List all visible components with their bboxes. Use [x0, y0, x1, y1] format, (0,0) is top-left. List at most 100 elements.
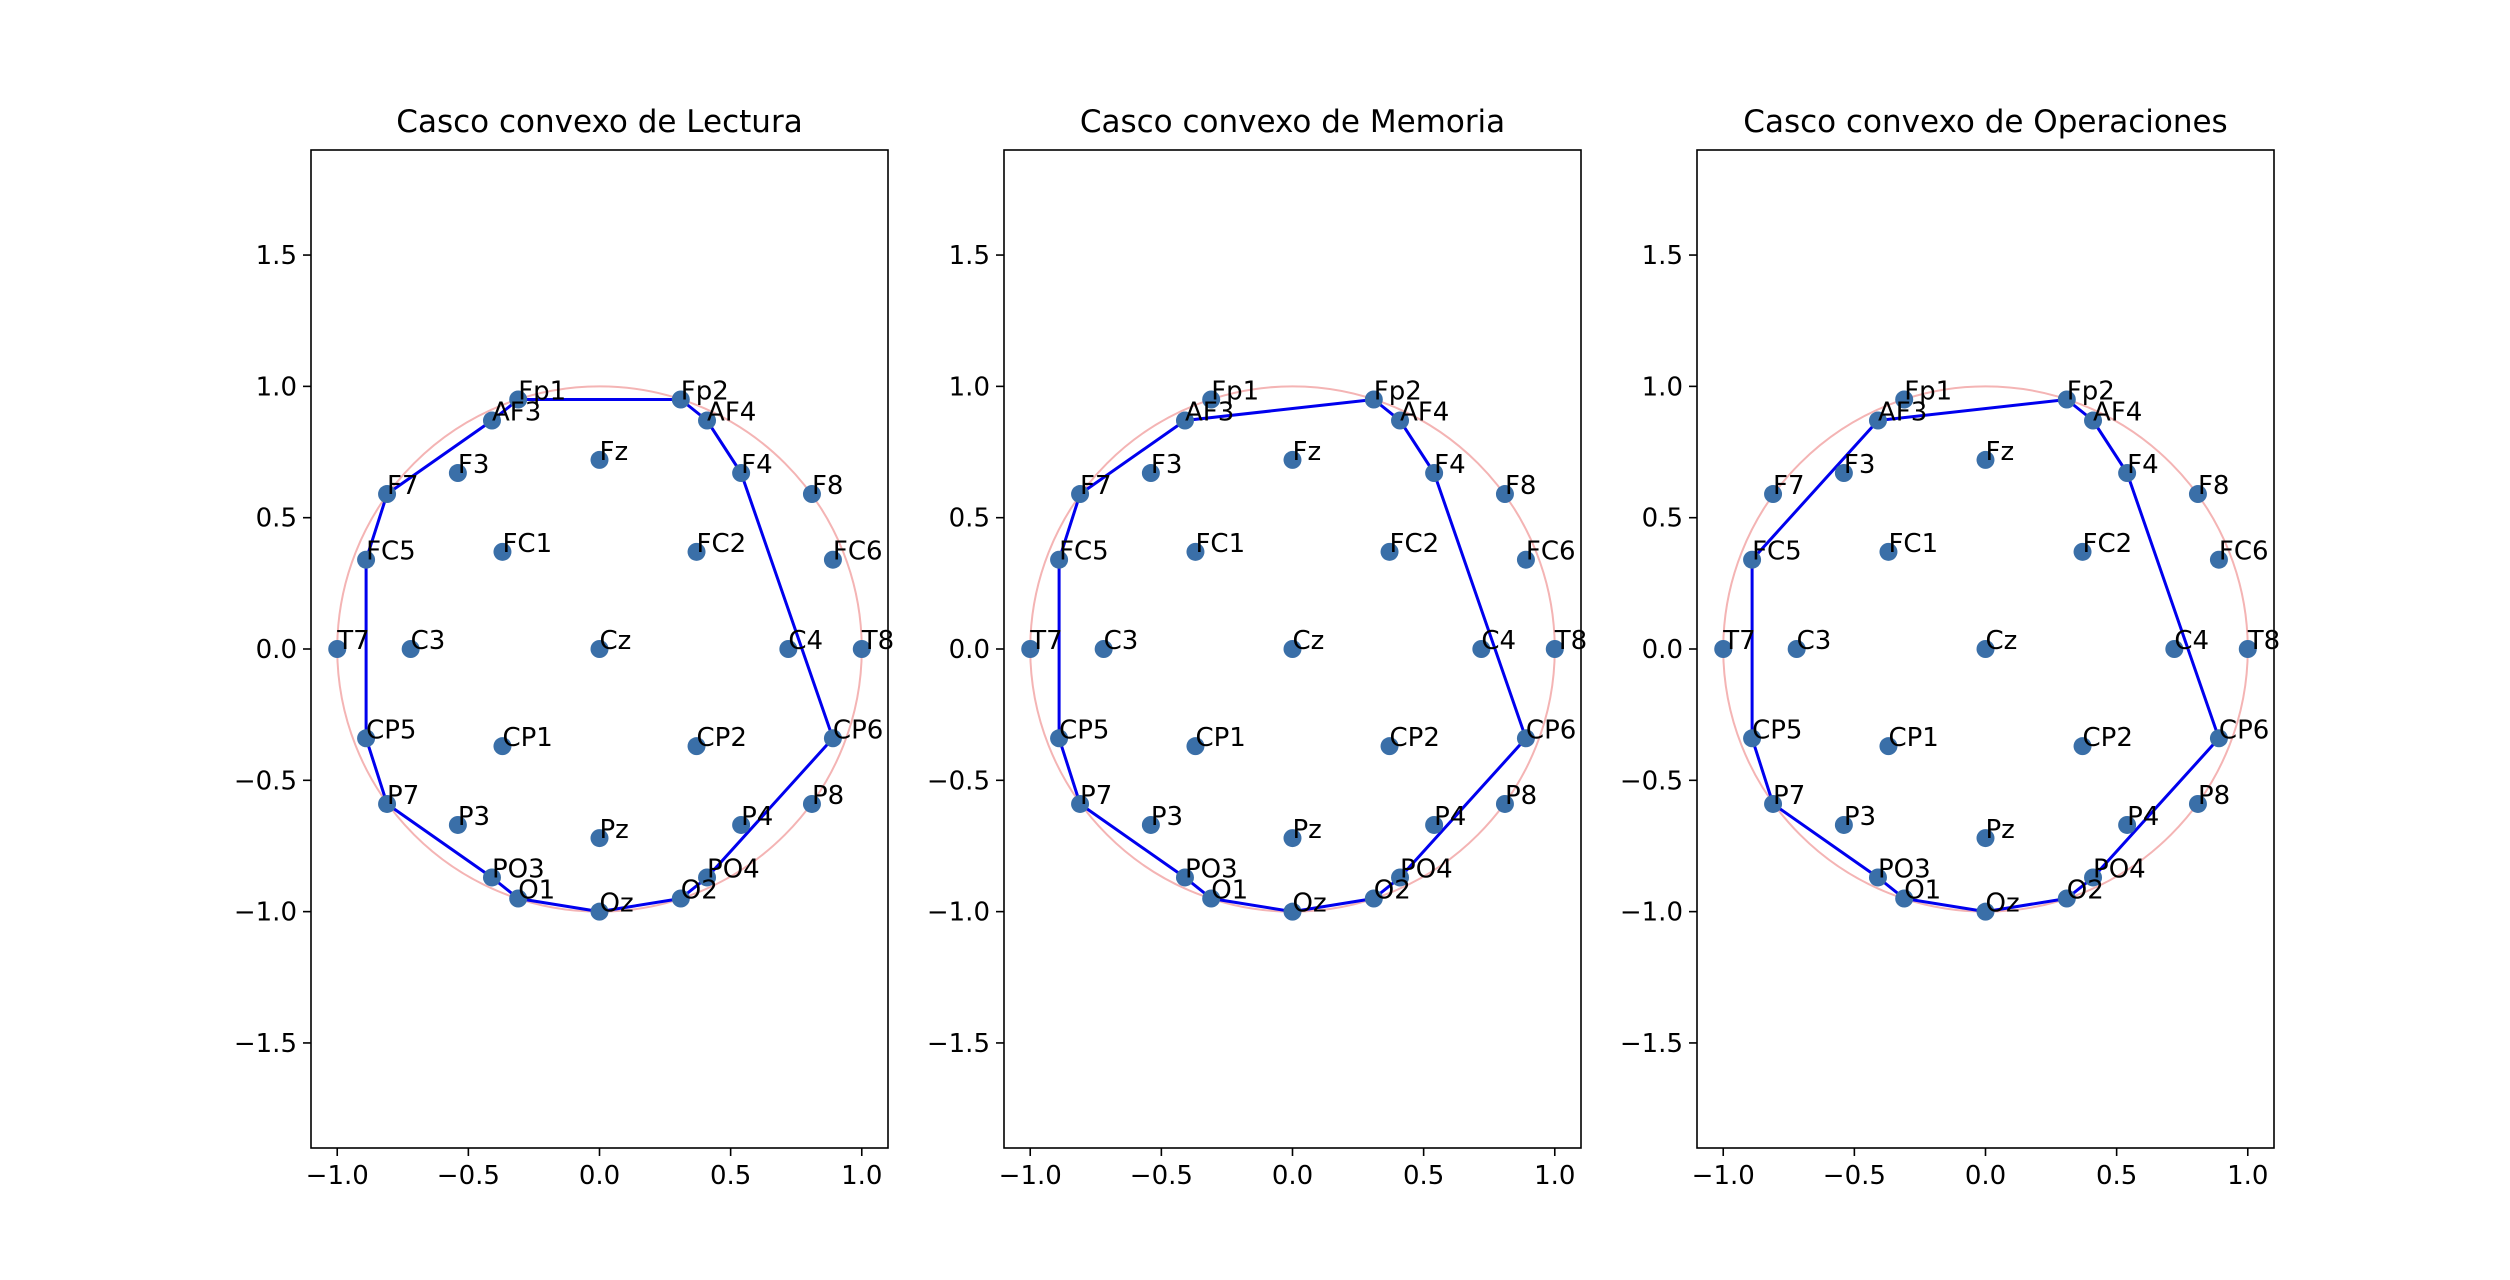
- electrode-label-f7: F7: [1080, 471, 1112, 501]
- electrode-label-cp6: CP6: [1526, 715, 1576, 745]
- electrode-label-o2: O2: [681, 876, 718, 906]
- electrode-label-fp2: Fp2: [681, 377, 729, 407]
- electrode-point-cp5: [1050, 729, 1069, 748]
- electrode-point-af4: [2084, 411, 2103, 430]
- electrode-point-oz: [590, 902, 609, 921]
- electrode-point-o1: [1895, 889, 1914, 908]
- electrode-label-t8: T8: [1554, 626, 1587, 656]
- electrode-label-pz: Pz: [1293, 815, 1322, 845]
- electrode-point-f3: [1834, 464, 1853, 483]
- electrode-label-p3: P3: [458, 802, 490, 832]
- electrode-label-cz: Cz: [1293, 626, 1325, 656]
- y-tick-label: 0.0: [1642, 635, 1683, 665]
- electrode-point-cp6: [1516, 729, 1535, 748]
- electrode-label-fc5: FC5: [1059, 537, 1109, 567]
- electrode-label-f4: F4: [2127, 450, 2159, 480]
- electrode-label-fp1: Fp1: [518, 377, 566, 407]
- electrode-point-cp1: [1186, 737, 1205, 756]
- electrode-label-o2: O2: [1374, 876, 1411, 906]
- electrode-label-fc6: FC6: [833, 537, 883, 567]
- electrode-point-c3: [1787, 640, 1806, 658]
- electrode-point-fp2: [2057, 390, 2076, 409]
- electrode-label-o2: O2: [2067, 876, 2104, 906]
- electrode-point-af3: [1175, 411, 1194, 430]
- electrode-point-af3: [482, 411, 501, 430]
- electrode-point-f7: [1071, 485, 1090, 504]
- electrode-point-fc2: [2073, 542, 2092, 561]
- electrode-label-p3: P3: [1151, 802, 1183, 832]
- electrode-label-t8: T8: [861, 626, 894, 656]
- electrode-label-c4: C4: [788, 626, 823, 656]
- electrode-point-o2: [1364, 889, 1383, 908]
- electrode-point-c3: [401, 640, 420, 658]
- electrode-label-cp2: CP2: [1390, 723, 1440, 753]
- electrode-label-cp1: CP1: [1888, 723, 1938, 753]
- electrode-point-p8: [1495, 794, 1514, 813]
- electrode-label-cp5: CP5: [366, 715, 416, 745]
- electrode-point-f4: [2118, 464, 2137, 483]
- electrode-label-pz: Pz: [1986, 815, 2015, 845]
- electrode-point-po4: [2084, 868, 2103, 887]
- electrode-label-cp1: CP1: [1195, 723, 1245, 753]
- electrode-point-fp1: [509, 390, 528, 409]
- plot-area: [1021, 385, 1564, 921]
- electrode-label-po4: PO4: [2093, 854, 2146, 884]
- electrode-label-fp1: Fp1: [1904, 377, 1952, 407]
- electrode-label-f4: F4: [741, 450, 773, 480]
- y-tick-label: 1.5: [256, 241, 297, 271]
- y-tick-label: −0.5: [927, 766, 990, 796]
- x-tick-label: 0.0: [1272, 1161, 1313, 1191]
- electrode-label-c3: C3: [411, 626, 446, 656]
- electrode-point-fc5: [1743, 550, 1762, 569]
- y-tick-label: −1.0: [234, 898, 297, 928]
- electrode-label-cp1: CP1: [502, 723, 552, 753]
- electrode-label-c4: C4: [1481, 626, 1516, 656]
- electrode-point-cp1: [1879, 737, 1898, 756]
- electrode-point-p3: [1834, 815, 1853, 834]
- electrode-label-fp1: Fp1: [1211, 377, 1259, 407]
- electrode-label-af4: AF4: [2093, 398, 2142, 428]
- electrode-point-fc6: [1516, 550, 1535, 569]
- y-tick-label: −1.5: [927, 1029, 990, 1059]
- subplot-memoria: Casco convexo de Memoria Fp1 Fp2 AF3 AF4 F7 F…: [927, 104, 1587, 1191]
- electrode-point-po4: [1391, 868, 1410, 887]
- electrode-label-p4: P4: [2127, 802, 2159, 832]
- y-tick-label: 1.0: [949, 372, 990, 402]
- electrode-point-p4: [2118, 815, 2137, 834]
- electrode-point-fc1: [1879, 542, 1898, 561]
- electrode-point-f4: [732, 464, 751, 483]
- plot-area: [1714, 385, 2257, 921]
- electrode-point-po3: [1868, 868, 1887, 887]
- electrode-point-pz: [1283, 829, 1302, 848]
- electrode-label-cp6: CP6: [2219, 715, 2269, 745]
- electrode-label-fz: Fz: [1986, 437, 2015, 467]
- electrode-label-c3: C3: [1104, 626, 1139, 656]
- electrode-label-p4: P4: [741, 802, 773, 832]
- electrode-point-cz: [590, 640, 609, 658]
- electrode-label-f3: F3: [458, 450, 490, 480]
- electrode-label-fp2: Fp2: [2067, 377, 2115, 407]
- electrode-label-p7: P7: [1080, 781, 1112, 811]
- electrode-label-cz: Cz: [1986, 626, 2018, 656]
- electrode-point-cp5: [357, 729, 376, 748]
- electrode-point-p7: [1071, 794, 1090, 813]
- electrode-point-t7: [1714, 640, 1733, 658]
- electrode-point-fz: [1976, 450, 1995, 469]
- electrode-point-c4: [1472, 640, 1491, 658]
- electrode-label-f4: F4: [1434, 450, 1466, 480]
- electrode-label-fc5: FC5: [1752, 537, 1802, 567]
- electrode-point-fz: [590, 450, 609, 469]
- electrode-label-f8: F8: [2198, 471, 2230, 501]
- electrode-point-oz: [1283, 902, 1302, 921]
- electrode-point-cp1: [493, 737, 512, 756]
- subplot-lectura: Casco convexo de Lectura Fp1 Fp2 AF3 AF4 F7 F…: [234, 104, 894, 1191]
- x-tick-label: 1.0: [2227, 1161, 2268, 1191]
- electrode-point-c4: [779, 640, 798, 658]
- electrode-point-af4: [698, 411, 717, 430]
- y-tick-label: 0.0: [256, 635, 297, 665]
- electrode-label-cp2: CP2: [2083, 723, 2133, 753]
- y-tick-label: −1.5: [234, 1029, 297, 1059]
- electrode-label-po3: PO3: [1878, 854, 1931, 884]
- electrode-point-fc1: [1186, 542, 1205, 561]
- subplot-title: Casco convexo de Operaciones: [1743, 104, 2227, 140]
